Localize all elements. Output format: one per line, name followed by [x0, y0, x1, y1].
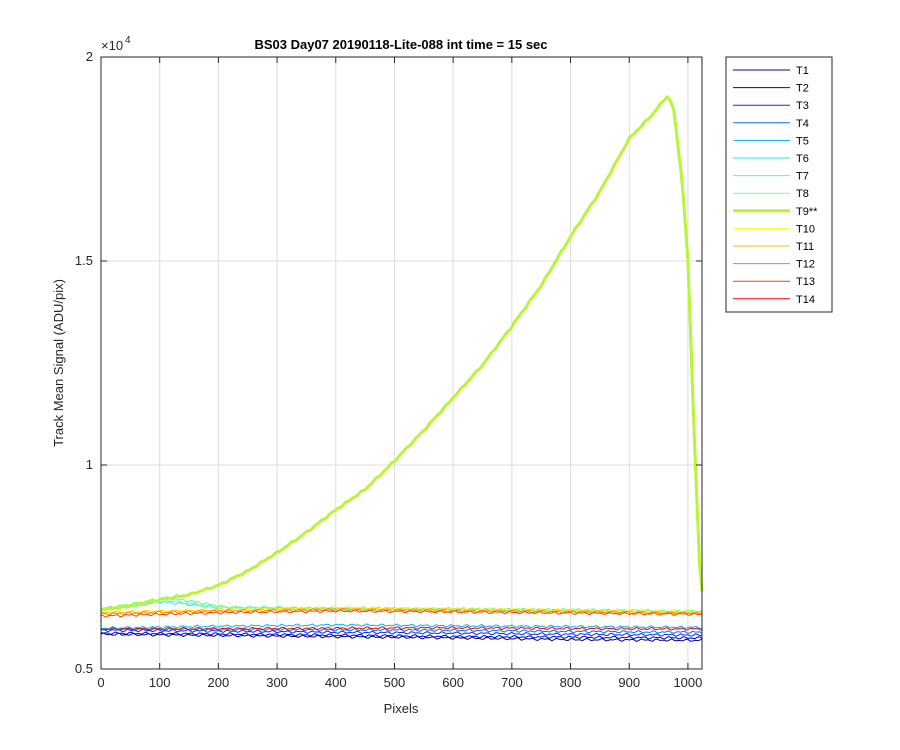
y-tick-label: 0.5: [75, 661, 93, 676]
y-axis-ticks: 0.5 1 1.5 2: [75, 49, 702, 676]
x-tick-label: 200: [208, 675, 230, 690]
series-line-t11: [100, 606, 703, 614]
legend-label-t10: T10: [796, 223, 815, 235]
x-axis-label: Pixels: [384, 701, 419, 716]
y-exponent-base: ×10: [101, 38, 123, 53]
legend-box: [725, 56, 833, 313]
legend-label-t3: T3: [796, 100, 809, 112]
chart-title: BS03 Day07 20190118-Lite-088 int time = …: [254, 37, 547, 52]
legend: T1 T2 T3 T4 T5 T6 T7 T8 T9** T10 T11 T12 T13 T14: [725, 56, 833, 313]
x-tick-label: 600: [442, 675, 464, 690]
series-line-t13: [100, 609, 703, 618]
x-tick-label: 400: [325, 675, 347, 690]
series-line-t2: [100, 631, 703, 640]
y-tick-label: 1: [86, 457, 93, 472]
series-line-t1: [100, 632, 703, 642]
y-exponent-power: 4: [125, 35, 131, 46]
y-axis-label: Track Mean Signal (ADU/pix): [51, 279, 66, 447]
legend-label-t5: T5: [796, 135, 809, 147]
legend-label-t1: T1: [796, 65, 809, 77]
legend-label-t7: T7: [796, 171, 809, 183]
series-line-t6: [100, 600, 703, 614]
x-tick-label: 1000: [673, 675, 702, 690]
x-axis-ticks: 0 100 200 300 400 500 600 700 800 900 1000: [97, 57, 702, 690]
x-tick-label: 0: [97, 675, 104, 690]
grid-lines: [101, 57, 702, 669]
legend-label-t14: T14: [796, 294, 815, 306]
x-tick-label: 900: [618, 675, 640, 690]
x-tick-label: 300: [266, 675, 288, 690]
legend-label-t8: T8: [796, 188, 809, 200]
series-line-t9: [100, 95, 704, 612]
y-tick-label: 2: [86, 49, 93, 64]
legend-label-t4: T4: [796, 118, 809, 130]
y-tick-label: 1.5: [75, 253, 93, 268]
x-tick-label: 800: [560, 675, 582, 690]
legend-label-t13: T13: [796, 276, 815, 288]
legend-label-t9: T9**: [796, 206, 818, 218]
x-tick-label: 700: [501, 675, 523, 690]
series-line-t5: [100, 623, 703, 630]
series-line-t14: [100, 626, 703, 631]
series-lines: [100, 95, 704, 642]
plot-area: [101, 57, 702, 669]
legend-label-t6: T6: [796, 153, 809, 165]
series-line-t3: [100, 628, 703, 637]
x-tick-label: 100: [149, 675, 171, 690]
plot-frame: [100, 56, 703, 670]
x-tick-label: 500: [384, 675, 406, 690]
legend-label-t2: T2: [796, 83, 809, 95]
legend-label-t12: T12: [796, 259, 815, 271]
legend-label-t11: T11: [796, 241, 814, 253]
